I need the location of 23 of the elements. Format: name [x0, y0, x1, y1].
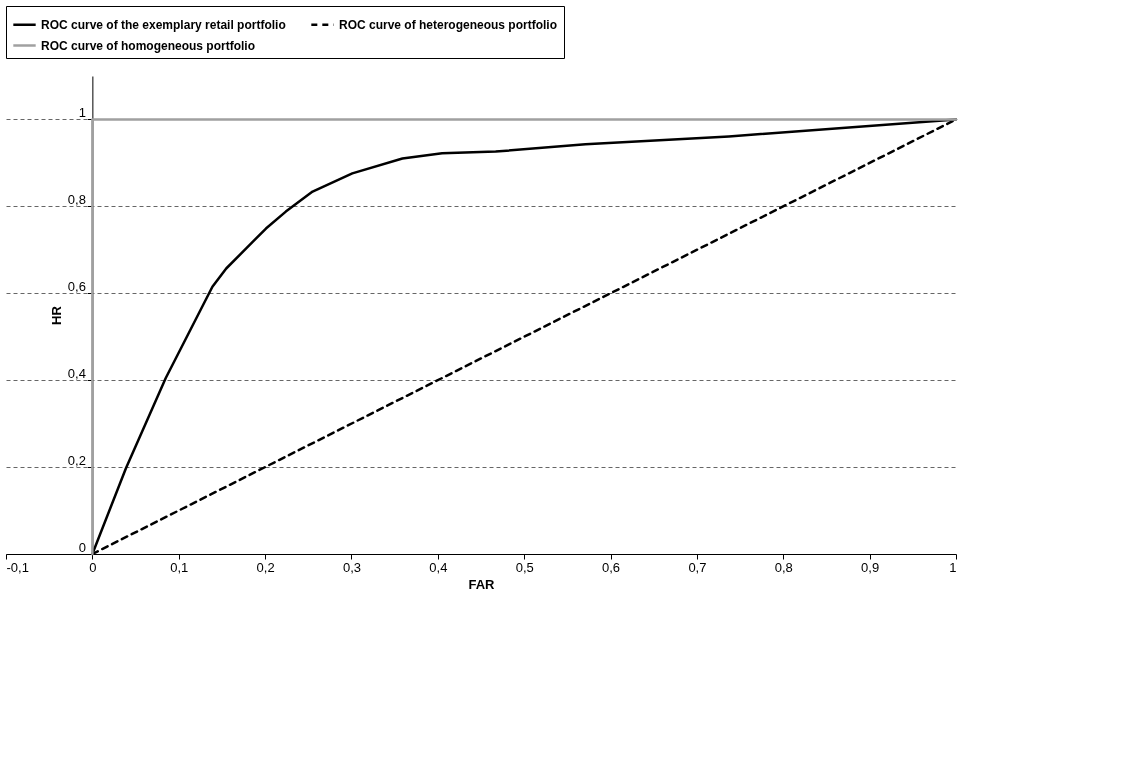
x-tick-label: 0,3 — [342, 559, 361, 575]
y-tick-label: 0,2 — [67, 452, 86, 468]
y-tick-label: 0,6 — [67, 278, 86, 294]
y-tick-label: 0,8 — [67, 191, 86, 207]
x-axis-title: FAR — [468, 576, 496, 592]
y-tick-label: 0 — [78, 539, 86, 555]
x-tick-label: 0,2 — [256, 559, 275, 575]
y-tick-label: 0,4 — [67, 365, 86, 381]
x-tick-label: 0,7 — [688, 559, 707, 575]
x-tick-label: 1 — [949, 559, 957, 575]
legend-label: ROC curve of heterogeneous portfolio — [339, 17, 558, 32]
x-tick-label: 0,1 — [170, 559, 189, 575]
x-tick-label: 0,8 — [774, 559, 793, 575]
x-tick-label: 0,9 — [861, 559, 880, 575]
y-tick-label: 1 — [78, 104, 86, 120]
y-axis-title: HR — [48, 305, 64, 325]
x-tick-label: 0,5 — [515, 559, 534, 575]
legend-label: ROC curve of the exemplary retail portfolio — [41, 17, 286, 32]
x-tick-label: 0,4 — [429, 559, 448, 575]
x-tick-label: -0,1 — [6, 559, 29, 575]
x-tick-label: 0 — [89, 559, 97, 575]
x-tick-label: 0,6 — [602, 559, 621, 575]
legend-label: ROC curve of homogeneous portfolio — [41, 38, 256, 53]
